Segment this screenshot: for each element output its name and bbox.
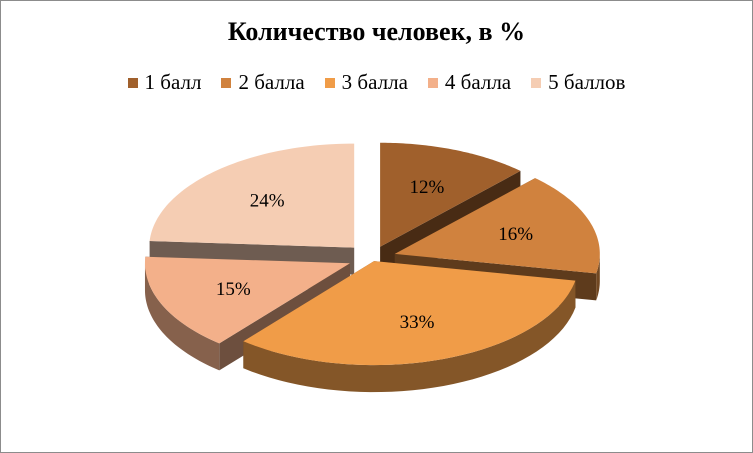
legend-item: 3 балла <box>324 70 408 95</box>
legend-swatch <box>127 77 138 88</box>
legend-swatch <box>324 77 335 88</box>
slice-outer-wall <box>596 253 600 301</box>
legend-label: 3 балла <box>341 70 408 94</box>
slice-outer-wall <box>144 263 220 371</box>
legend-swatch <box>531 77 542 88</box>
data-label: 15% <box>216 279 251 300</box>
legend-item: 5 баллов <box>531 70 625 95</box>
data-label: 16% <box>498 224 533 245</box>
legend-swatch <box>427 77 438 88</box>
slice-top <box>144 256 350 344</box>
legend-item: 4 балла <box>427 70 512 95</box>
slice-outer-wall <box>243 280 576 393</box>
legend-swatch <box>221 77 232 88</box>
slice-top <box>243 261 576 366</box>
slice-top <box>380 142 521 247</box>
legend-label: 4 балла <box>444 70 512 94</box>
legend-item: 1 балл <box>127 70 202 95</box>
slice-top <box>149 143 355 248</box>
data-label: 12% <box>409 177 444 198</box>
data-label: 33% <box>400 312 435 333</box>
legend-item: 2 балла <box>221 70 305 95</box>
slice-top <box>394 178 600 274</box>
legend-label: 5 баллов <box>548 70 626 94</box>
data-label: 24% <box>250 191 285 212</box>
legend-label: 2 балла <box>238 70 305 94</box>
chart-title: Количество человек, в % <box>227 17 526 46</box>
legend-label: 1 балл <box>144 70 202 94</box>
chart-legend: 1 балл 2 балла 3 балла 4 балла 5 баллов <box>0 70 753 95</box>
pie-slice <box>243 261 576 393</box>
